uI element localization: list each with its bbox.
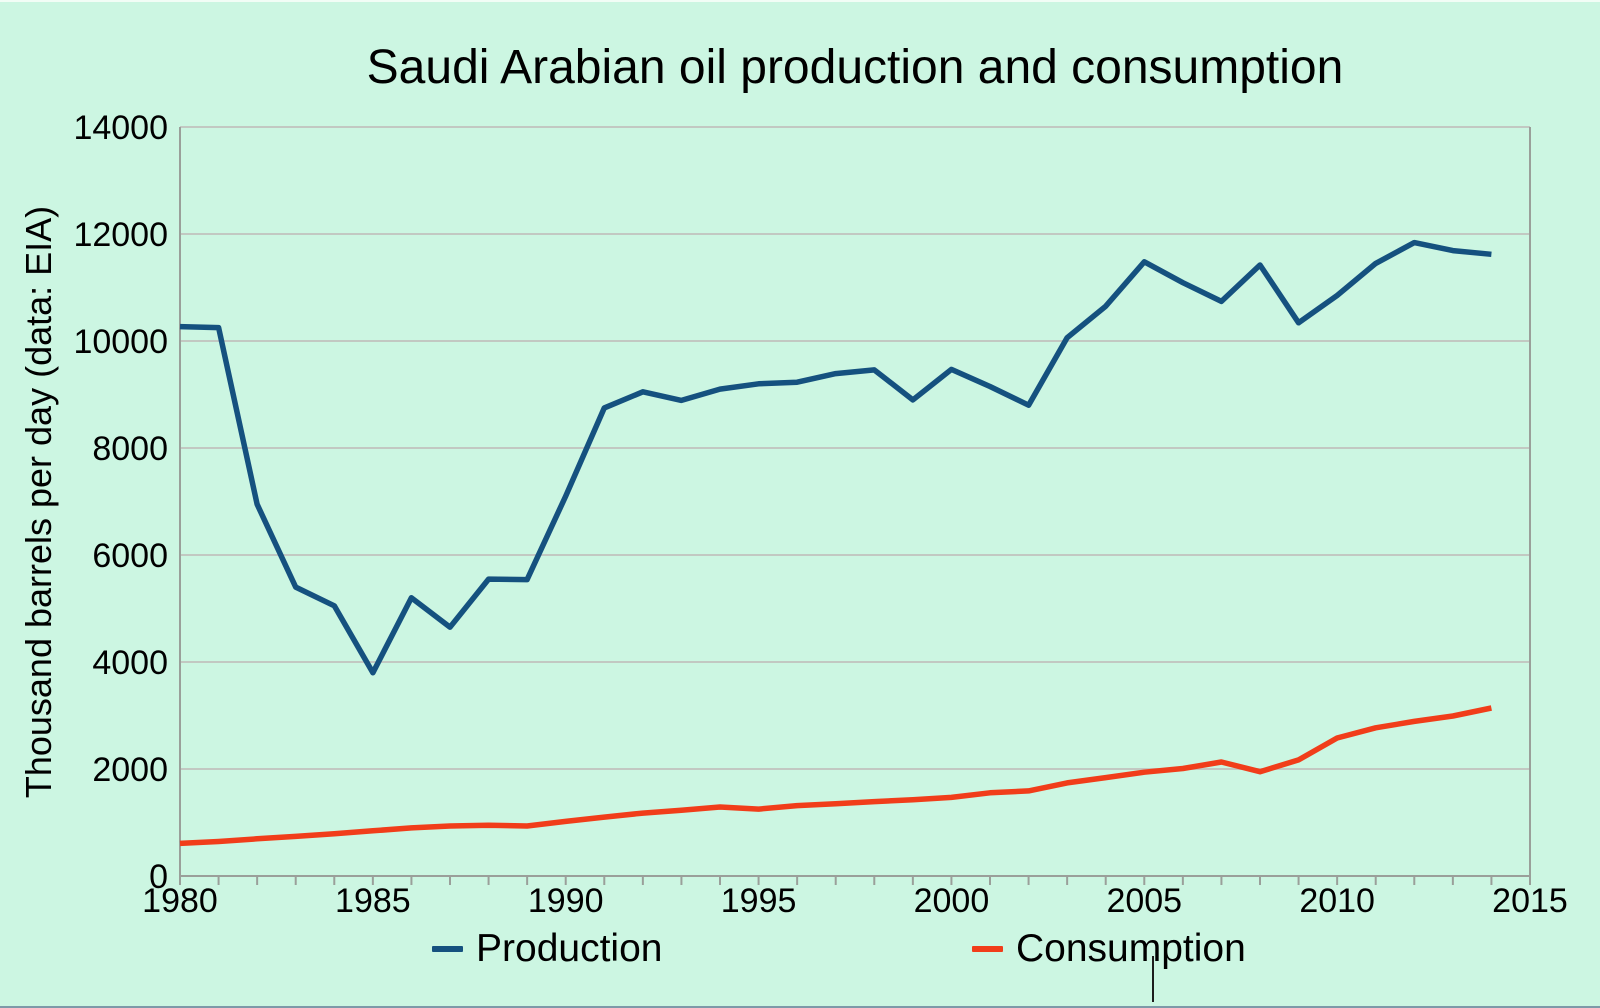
legend-item-consumption: Consumption — [972, 922, 1246, 976]
legend-label-consumption: Consumption — [1016, 927, 1246, 970]
production-line — [179, 239, 1492, 676]
production-line-swatch — [432, 946, 463, 952]
y-tick-label-4000: 4000 — [92, 644, 168, 682]
x-tick-label-2000: 2000 — [914, 882, 990, 920]
x-tick-label-2015: 2015 — [1492, 882, 1568, 920]
consumption-line-swatch — [972, 946, 1003, 952]
x-tick-label-2005: 2005 — [1106, 882, 1182, 920]
y-tick-label-14000: 14000 — [73, 109, 168, 147]
y-tick-label-12000: 12000 — [73, 216, 168, 254]
top-edge-strip — [0, 0, 1600, 2]
legend-item-production: Production — [432, 922, 662, 976]
x-tick-label-2010: 2010 — [1299, 882, 1375, 920]
chart-title: Saudi Arabian oil production and consump… — [366, 41, 1344, 94]
x-tick-label-1990: 1990 — [528, 882, 604, 920]
legend-label-production: Production — [476, 927, 663, 970]
y-tick-label-8000: 8000 — [92, 430, 168, 468]
x-tick-label-1985: 1985 — [335, 882, 411, 920]
y-tick-label-10000: 10000 — [73, 323, 168, 361]
y-tick-label-2000: 2000 — [92, 751, 168, 789]
consumption-line — [179, 705, 1492, 847]
y-tick-label-6000: 6000 — [92, 537, 168, 575]
text-cursor-artifact — [1152, 956, 1154, 1002]
bottom-edge-strip — [0, 1006, 1600, 1008]
x-tick-label-1980: 1980 — [142, 882, 218, 920]
x-tick-label-1995: 1995 — [721, 882, 797, 920]
y-tick-label-0: 0 — [149, 858, 168, 896]
